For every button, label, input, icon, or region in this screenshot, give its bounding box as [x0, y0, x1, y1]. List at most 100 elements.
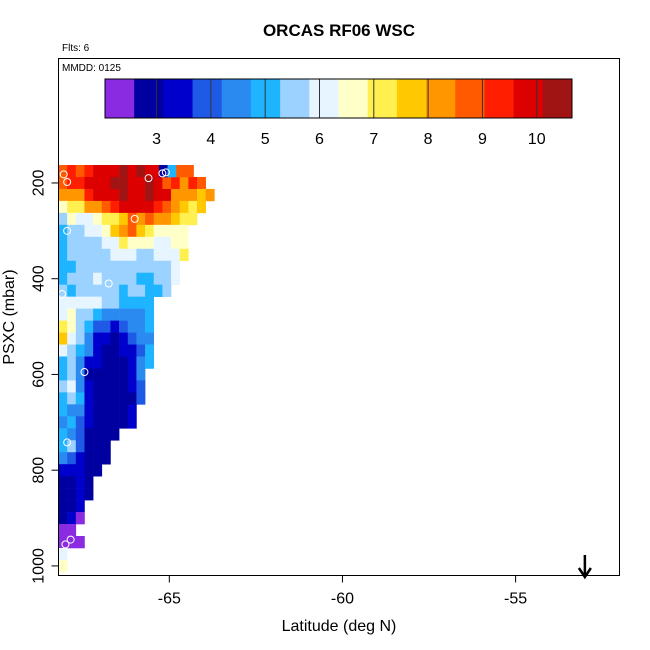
- heatmap-cell: [84, 404, 94, 417]
- heatmap-cell: [101, 380, 111, 393]
- sample-marker: [194, 168, 203, 177]
- heatmap-cell: [119, 248, 129, 262]
- colorbar-tick-label: 5: [261, 131, 270, 148]
- heatmap-cell: [119, 416, 129, 429]
- x-axis-label: Latitude (deg N): [282, 618, 397, 635]
- heatmap-cells: [58, 165, 215, 573]
- heatmap-cell: [179, 212, 189, 226]
- heatmap-cell: [75, 464, 85, 477]
- heatmap-cell: [58, 248, 68, 262]
- heatmap-cell: [58, 416, 68, 429]
- y-tick-label: 400: [31, 265, 48, 292]
- heatmap-cell: [75, 320, 85, 333]
- heatmap-cell: [75, 392, 85, 405]
- colorbar-segment: [134, 79, 164, 118]
- colorbar-segment: [542, 79, 573, 118]
- colorbar-segment: [426, 79, 456, 118]
- heatmap-cell: [75, 416, 85, 429]
- heatmap-cell: [110, 404, 120, 417]
- heatmap-cell: [75, 428, 85, 441]
- heatmap-cell: [93, 344, 103, 357]
- heatmap-cell: [84, 332, 94, 345]
- heatmap-cell: [101, 320, 111, 333]
- heatmap-cell: [58, 547, 68, 561]
- sample-marker: [59, 170, 68, 179]
- heatmap-cell: [84, 428, 94, 441]
- heatmap-cell: [93, 320, 103, 333]
- heatmap-cell: [75, 380, 85, 393]
- heatmap-cell: [136, 320, 146, 333]
- colorbar-segment: [455, 79, 485, 118]
- heatmap-cell: [93, 176, 103, 190]
- heatmap-cell: [153, 260, 163, 274]
- heatmap-cell: [110, 428, 120, 441]
- heatmap-cell: [153, 212, 163, 226]
- heatmap-cell: [58, 404, 68, 417]
- heatmap-cell: [119, 392, 129, 405]
- heatmap-cell: [58, 559, 68, 573]
- heatmap-cell: [179, 236, 189, 250]
- x-tick-label: -65: [158, 591, 181, 608]
- heatmap-cell: [158, 165, 168, 178]
- heatmap-cell: [188, 212, 198, 226]
- heatmap-cell: [67, 500, 77, 513]
- heatmap-cell: [119, 332, 129, 345]
- heatmap-cell: [127, 380, 137, 393]
- heatmap-cell: [75, 224, 85, 238]
- heatmap-cell: [93, 296, 103, 309]
- heatmap-cell: [136, 344, 146, 357]
- heatmap-cell: [145, 344, 155, 357]
- heatmap-cell: [84, 368, 94, 381]
- heatmap-cell: [84, 176, 94, 190]
- heatmap-cell: [101, 344, 111, 357]
- heatmap-cell: [171, 224, 181, 238]
- heatmap-cell: [58, 392, 68, 405]
- heatmap-cell: [58, 320, 68, 333]
- heatmap-cell: [110, 224, 120, 238]
- colorbar-segment: [367, 79, 398, 118]
- heatmap-cell: [58, 476, 68, 489]
- heatmap-cell: [93, 464, 103, 477]
- heatmap-cell: [184, 165, 194, 178]
- heatmap-cell: [153, 200, 163, 214]
- heatmap-cell: [84, 165, 94, 178]
- heatmap-cell: [67, 344, 77, 357]
- heatmap-cell: [84, 464, 94, 477]
- heatmap-cell: [110, 248, 120, 262]
- heatmap-cell: [205, 188, 215, 202]
- colorbar-tick-label: 9: [478, 131, 487, 148]
- heatmap-cell: [58, 428, 68, 441]
- heatmap-cell: [127, 404, 137, 417]
- heatmap-cell: [67, 380, 77, 393]
- heatmap-cell: [67, 272, 77, 285]
- sample-marker: [61, 540, 70, 549]
- heatmap-cell: [176, 165, 186, 178]
- heatmap-cell: [145, 308, 155, 321]
- heatmap-cell: [162, 248, 172, 262]
- sample-marker: [130, 214, 139, 223]
- heatmap-cell: [75, 536, 85, 549]
- heatmap-cell: [67, 236, 77, 250]
- heatmap-cell: [119, 308, 129, 321]
- heatmap-cell: [75, 236, 85, 250]
- heatmap-cell: [127, 176, 137, 190]
- heatmap-cell: [167, 165, 177, 178]
- heatmap-cell: [84, 236, 94, 250]
- heatmap-cell: [58, 512, 68, 525]
- heatmap-cell: [162, 200, 172, 214]
- colorbar-segment: [396, 79, 427, 118]
- colorbar-segment: [163, 79, 193, 118]
- heatmap-cell: [136, 212, 146, 226]
- heatmap-cell: [58, 464, 68, 477]
- heatmap-cell: [58, 188, 68, 202]
- heatmap-cell: [188, 176, 198, 190]
- heatmap-cell: [84, 272, 94, 285]
- heatmap-cell: [153, 272, 163, 285]
- heatmap-cell: [188, 188, 198, 202]
- heatmap-cell: [171, 260, 181, 274]
- heatmap-cell: [67, 464, 77, 477]
- heatmap-cell: [171, 188, 181, 202]
- heatmap-cell: [101, 368, 111, 381]
- colorbar-tick-labels: 3 4 5 6 7 8 9 10: [152, 131, 546, 148]
- heatmap-cell: [119, 380, 129, 393]
